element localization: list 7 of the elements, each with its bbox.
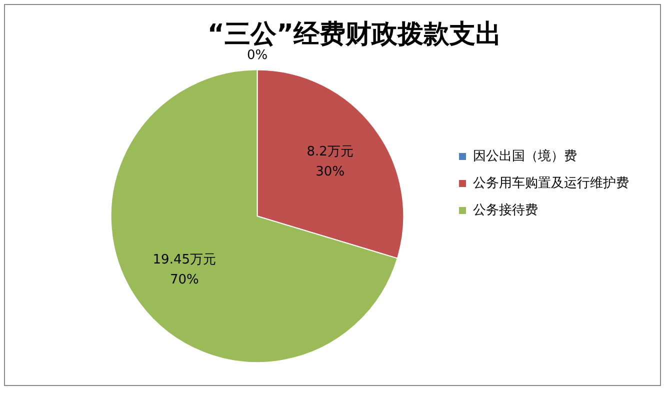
data-label: 8.2万元 30% [306, 144, 354, 180]
data-label: 19.45万元 70% [152, 252, 216, 288]
legend-label: 公务接待费 [473, 202, 538, 218]
legend-label: 公务用车购置及运行维护费 [473, 176, 629, 191]
chart-title: “三公”经费财政拨款支出 [207, 19, 502, 50]
legend-label: 因公出国（境）费 [473, 148, 577, 164]
text: 0% [246, 48, 268, 64]
